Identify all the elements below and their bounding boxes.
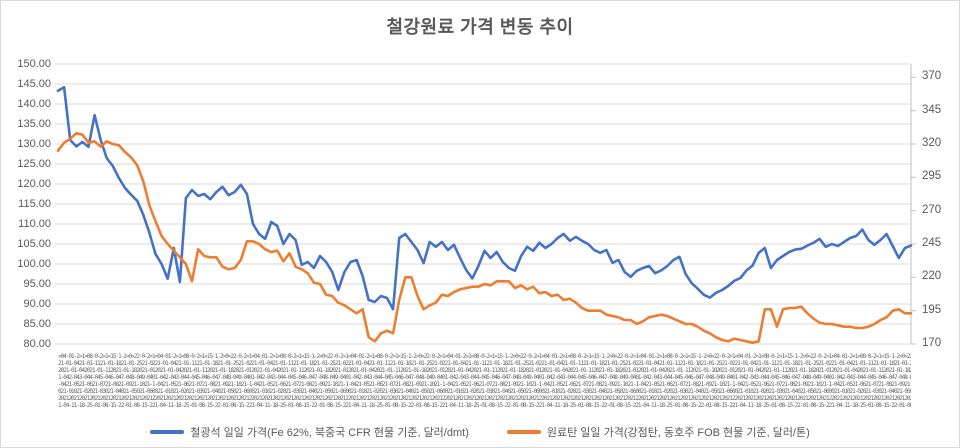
x-axis-garble-row: 021-01021-02021-03021-04021-05021-060021…	[58, 388, 911, 395]
y-axis-left-label: 125.00	[17, 157, 51, 170]
x-axis-garble-row: -0421-0521-0621-0721-0821-0921-1021-1-04…	[58, 381, 911, 388]
legend-item-coking-coal: 원료탄 일일 가격(강점탄, 동호주 FOB 현물 기준, 달러/톤)	[506, 424, 810, 440]
x-axis-garble-row: «04·01-2»1«08·0-2»1«15·1-2»0«22·0-2»1«04…	[58, 353, 911, 360]
series-line-iron-ore	[56, 85, 913, 311]
y-axis-left-label: 135.00	[17, 117, 51, 130]
y-axis-left-label: 100.00	[17, 257, 51, 270]
y-axis-left-label: 105.00	[17, 237, 51, 250]
chart-title: 철강원료 가격 변동 추이	[386, 17, 574, 37]
y-axis-left-label: 120.00	[17, 177, 51, 190]
y-axis-right-label: 220	[922, 270, 942, 283]
y-axis-right-label: 195	[922, 303, 942, 316]
x-axis-garble-row: 21-01-0421-01-1121-01-1821-01-2521-0221-…	[58, 360, 911, 367]
y-axis-right-label: 170	[922, 337, 942, 349]
x-axis-date-labels-garbled: «04·01-2»1«08·0-2»1«15·1-2»0«22·0-2»1«04…	[58, 353, 911, 410]
legend-line-swatch	[150, 430, 185, 434]
y-axis-left-label: 145.00	[17, 77, 51, 90]
y-axis-left-label: 150.00	[17, 57, 51, 70]
legend-label: 철광석 일일 가격(Fe 62%, 북중국 CFR 현물 기준, 달러/dmt)	[190, 427, 469, 439]
y-axis-right-label: 370	[922, 70, 942, 83]
legend-label: 원료탄 일일 가격(강점탄, 동호주 FOB 현물 기준, 달러/톤)	[546, 427, 810, 439]
y-axis-right-label: 320	[922, 137, 942, 149]
chart-legend: 철광석 일일 가격(Fe 62%, 북중국 CFR 현물 기준, 달러/dmt)…	[1, 420, 959, 444]
y-axis-right-label: 270	[922, 203, 942, 216]
x-axis-garble-row: 2021-01-042021-01-112021-01-182021-01202…	[58, 367, 911, 374]
y-axis-right-label: 295	[922, 170, 942, 183]
y-axis-left-label: 140.00	[17, 97, 51, 110]
y-axis-left-label: 90.00	[23, 297, 51, 310]
x-axis-garble-row: 1-042-043-044-045-046-047-048-049-0401-0…	[58, 374, 911, 381]
y-axis-right-label: 245	[922, 237, 942, 249]
y-axis-left-label: 130.00	[17, 137, 51, 150]
legend-item-iron-ore: 철광석 일일 가격(Fe 62%, 북중국 CFR 현물 기준, 달러/dmt)	[150, 424, 469, 440]
y-axis-left-label: 115.00	[18, 197, 51, 210]
y-axis-right-label: 345	[922, 103, 942, 116]
x-axis-garble-row: 1-04-11-18-25-01-08-15-22-01-08-15-221-0…	[58, 402, 911, 409]
y-axis-left-label: 95.00	[23, 277, 51, 290]
legend-line-swatch	[506, 430, 541, 434]
y-axis-left-label: 85.00	[23, 317, 51, 330]
x-axis-garble-row: 2021202120212021202120212021202120212202…	[58, 395, 911, 402]
series-line-coking-coal	[56, 132, 913, 345]
y-axis-left-label: 80.00	[23, 337, 51, 350]
y-axis-left-label: 110.00	[18, 217, 51, 230]
